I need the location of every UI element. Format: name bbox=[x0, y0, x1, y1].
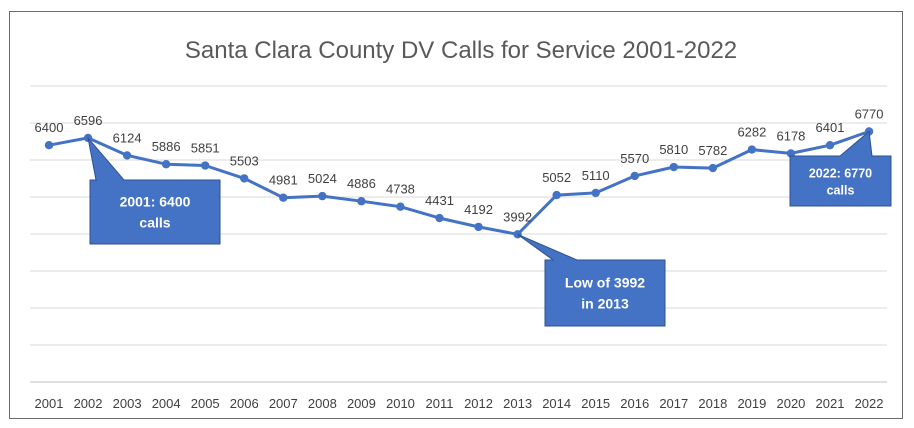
callout-text: 2001: 6400 bbox=[120, 194, 191, 210]
x-tick-2007: 2007 bbox=[269, 396, 298, 411]
data-label-2020: 6178 bbox=[776, 128, 805, 143]
data-label-2015: 5110 bbox=[582, 168, 610, 183]
callout-2022: 2022: 6770 calls bbox=[789, 130, 892, 207]
x-tick-2010: 2010 bbox=[386, 396, 415, 411]
data-label-2002: 6596 bbox=[74, 113, 103, 128]
x-tick-2008: 2008 bbox=[308, 396, 337, 411]
data-label-2014: 5052 bbox=[542, 170, 571, 185]
x-tick-2019: 2019 bbox=[737, 396, 766, 411]
x-tick-2009: 2009 bbox=[347, 396, 376, 411]
data-label-2013: 3992 bbox=[503, 209, 532, 224]
x-tick-2016: 2016 bbox=[620, 396, 649, 411]
data-point-2014 bbox=[552, 190, 561, 200]
data-label-2007: 4981 bbox=[269, 173, 298, 188]
data-point-2018 bbox=[708, 163, 718, 173]
data-label-2005: 5851 bbox=[191, 141, 220, 156]
data-point-2009 bbox=[357, 197, 366, 206]
x-tick-2018: 2018 bbox=[698, 396, 727, 411]
x-tick-2004: 2004 bbox=[152, 396, 181, 411]
series-polyline bbox=[48, 130, 870, 236]
x-tick-2015: 2015 bbox=[581, 396, 610, 411]
data-label-2010: 4738 bbox=[386, 182, 415, 197]
x-tick-2021: 2021 bbox=[816, 396, 845, 411]
x-tick-2012: 2012 bbox=[464, 396, 493, 411]
data-point-2011 bbox=[435, 213, 444, 223]
series-line bbox=[48, 130, 870, 236]
data-point-2015 bbox=[591, 188, 600, 198]
x-tick-2020: 2020 bbox=[776, 396, 805, 411]
data-point-2010 bbox=[396, 202, 405, 211]
data-point-2021 bbox=[825, 140, 835, 150]
data-label-2021: 6401 bbox=[816, 120, 845, 135]
x-axis-ticks: 2001 2002 2003 2004 2005 2006 2007 2008 2009 2010… bbox=[35, 396, 884, 411]
data-point-2005 bbox=[201, 161, 210, 170]
data-point-2019 bbox=[747, 145, 757, 154]
data-label-2006: 5503 bbox=[230, 153, 259, 168]
data-point-2003 bbox=[122, 151, 132, 160]
callout-text: calls bbox=[139, 215, 170, 231]
x-tick-2001: 2001 bbox=[35, 396, 64, 411]
callout-text: calls bbox=[827, 184, 855, 198]
x-tick-2017: 2017 bbox=[659, 396, 688, 411]
data-label-2004: 5886 bbox=[152, 139, 181, 154]
data-label-2017: 5810 bbox=[659, 142, 688, 157]
data-point-2006 bbox=[240, 174, 249, 183]
data-point-2008 bbox=[318, 191, 327, 201]
callout-text: Low of 3992 bbox=[565, 275, 645, 291]
x-tick-2003: 2003 bbox=[113, 396, 142, 411]
chart-title: Santa Clara County DV Calls for Service … bbox=[185, 37, 737, 64]
data-label-2022: 6770 bbox=[855, 107, 884, 122]
x-tick-2013: 2013 bbox=[503, 396, 532, 411]
data-label-2009: 4886 bbox=[347, 176, 376, 191]
callouts: 2001: 6400 calls Low of 3992 in 2013 2022: 6… bbox=[87, 130, 892, 327]
data-label-2003: 6124 bbox=[113, 130, 142, 145]
callout-2013: Low of 3992 in 2013 bbox=[517, 233, 666, 327]
data-point-2017 bbox=[669, 162, 678, 172]
callout-2002: 2001: 6400 calls bbox=[87, 136, 221, 245]
callout-text: 2022: 6770 bbox=[809, 167, 872, 181]
x-tick-2005: 2005 bbox=[191, 396, 220, 411]
x-tick-2022: 2022 bbox=[855, 396, 884, 411]
data-label-2019: 6282 bbox=[737, 125, 766, 140]
x-tick-2002: 2002 bbox=[74, 396, 103, 411]
data-point-2012 bbox=[474, 222, 483, 232]
data-point-2004 bbox=[161, 160, 171, 169]
data-label-2012: 4192 bbox=[464, 202, 493, 217]
x-tick-2006: 2006 bbox=[230, 396, 259, 411]
data-label-2016: 5570 bbox=[620, 151, 649, 166]
x-tick-2011: 2011 bbox=[426, 396, 454, 411]
data-point-2007 bbox=[279, 193, 288, 202]
data-point-2001 bbox=[44, 141, 54, 150]
data-labels: 6400 6596 6124 5886 5851 5503 4981 5024 4886 4738… bbox=[35, 107, 884, 225]
data-label-2008: 5024 bbox=[308, 171, 337, 186]
data-label-2001: 6400 bbox=[35, 120, 64, 135]
data-point-2016 bbox=[630, 171, 639, 181]
data-label-2011: 4431 bbox=[425, 193, 454, 208]
callout-text: in 2013 bbox=[581, 296, 629, 312]
x-tick-2014: 2014 bbox=[542, 396, 571, 411]
gridlines bbox=[30, 85, 887, 383]
data-label-2018: 5782 bbox=[698, 143, 727, 158]
